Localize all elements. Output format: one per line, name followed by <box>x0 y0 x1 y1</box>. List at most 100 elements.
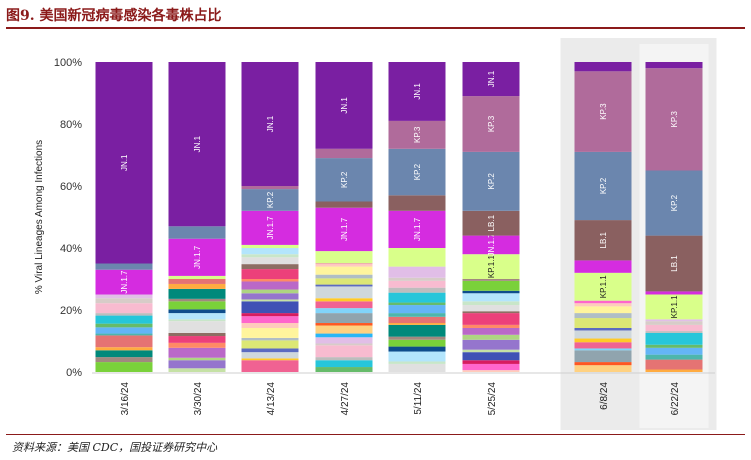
bar-segment-other <box>315 298 373 302</box>
segment-label: KP.2 <box>266 191 275 208</box>
segment-label: LB.1 <box>599 231 608 248</box>
bar-segment-other <box>168 336 226 343</box>
x-tick-label: 6/8/24 <box>599 382 610 410</box>
segment-label: JN.1 <box>340 97 349 114</box>
bar-segment-other <box>574 365 632 372</box>
bar-segment-other <box>315 308 373 314</box>
bar-segment-other <box>168 309 226 314</box>
bar-segment-other <box>462 327 520 335</box>
bar-segment-other <box>168 288 226 299</box>
bar-segment-other <box>462 324 520 328</box>
segment-label: JN.1 <box>266 115 275 132</box>
bar-segment-other <box>645 344 703 348</box>
bar-segment-other <box>574 330 632 339</box>
bar-segment-other <box>315 325 373 334</box>
bar-segment-other <box>241 316 299 324</box>
bar-segment-other <box>315 323 373 326</box>
bar-segment-other <box>241 257 299 265</box>
bar-segment-kp-3 <box>315 148 373 159</box>
bar-segment-other <box>241 299 299 302</box>
segment-label: LB.1 <box>670 255 679 272</box>
bar-segment-other <box>241 340 299 349</box>
segment-label: KP.1.1 <box>670 295 679 319</box>
bar-segment-other <box>462 349 520 353</box>
bar-segment-jn-1-7 <box>388 210 446 248</box>
bar-segment-other <box>95 357 153 363</box>
segment-label: JN.1 <box>193 135 202 152</box>
bar-segment-kp-3 <box>645 68 703 171</box>
bar-segment-jn-1-7 <box>168 238 226 276</box>
segment-label: JN.1 <box>413 83 422 100</box>
bar-segment-kp-1-1 <box>241 244 299 248</box>
y-axis-label: % Viral Lineages Among Infections <box>34 140 45 294</box>
bar-segment-other <box>168 319 226 322</box>
bar-segment-other <box>241 301 299 314</box>
bar-segment-lb-1 <box>574 220 632 261</box>
bar-segment-other <box>645 331 703 333</box>
bar-segment-other <box>168 332 226 337</box>
segment-label: KP.3 <box>413 126 422 143</box>
bar-segment-other <box>574 362 632 366</box>
bar-segment-other <box>241 348 299 353</box>
bar-segment-other <box>241 323 299 328</box>
bar-segment-other <box>168 279 226 284</box>
bar-segment-kp-3 <box>574 71 632 152</box>
bar-segment-other <box>95 294 153 299</box>
bar-segment-other <box>388 302 446 306</box>
bar-segment-other <box>95 335 153 348</box>
bar-segment-other <box>462 280 520 291</box>
bar-segment-other <box>241 279 299 282</box>
bar-segment-other <box>241 352 299 359</box>
bar-segment-other <box>462 293 520 302</box>
bar-segment-kp-3 <box>241 186 299 190</box>
segment-label: KP.1.1 <box>487 255 496 279</box>
bar-segment-other <box>95 315 153 324</box>
bar-segment-other <box>645 319 703 322</box>
bar-segment-other <box>388 316 446 324</box>
y-tick-label: 80% <box>60 119 82 131</box>
bar-segment-other <box>315 286 373 299</box>
bar-segment-other <box>574 350 632 363</box>
bar-segment-other <box>462 290 520 294</box>
source-rule <box>6 434 745 435</box>
bar-segment-other <box>241 313 299 317</box>
bar-segment-other <box>462 313 520 325</box>
bar-segment-lb-1 <box>388 195 446 211</box>
bar-segment-kp-2 <box>241 189 299 211</box>
y-tick-label: 20% <box>60 305 82 317</box>
x-tick-label: 4/27/24 <box>340 382 351 416</box>
bar-segment-other <box>645 354 703 360</box>
bar-segment-jn-1 <box>574 62 632 72</box>
x-tick-label: 5/25/24 <box>487 382 498 416</box>
bar-segment-kp-2 <box>574 151 632 221</box>
segment-label: KP.2 <box>670 194 679 211</box>
bar-segment-other <box>241 293 299 300</box>
bar-segment-kp-2 <box>168 226 226 239</box>
bar-segment-other <box>95 313 153 316</box>
bar-segment-other <box>462 339 520 350</box>
segment-label: JN.1.7 <box>193 245 202 269</box>
bar-segment-other <box>388 346 446 352</box>
bar-segment-other <box>241 327 299 338</box>
segment-label: KP.2 <box>487 173 496 190</box>
bar-segment-other <box>462 301 520 306</box>
bar-segment-other <box>95 350 153 358</box>
bar-segment-other <box>574 306 632 314</box>
bar-segment-kp-1-1 <box>574 272 632 301</box>
y-tick-label: 100% <box>54 57 82 69</box>
bar-segment-other <box>241 264 299 270</box>
bar-segment-other <box>388 351 446 362</box>
bar-segment-jn-1 <box>95 62 153 264</box>
bar-segment-other <box>95 333 153 336</box>
x-tick-label: 5/11/24 <box>413 382 424 415</box>
bar-segment-other <box>315 360 373 368</box>
bar-segment-kp-2 <box>95 263 153 270</box>
bar-segment-other <box>462 311 520 314</box>
segment-label: LB.1 <box>487 214 496 231</box>
x-tick-label: 3/30/24 <box>193 382 204 416</box>
bar-segment-other <box>315 313 373 324</box>
bar-segment-other <box>645 369 703 372</box>
source-note: 资料来源：美国 CDC，国投证券研究中心 <box>12 441 218 454</box>
bar-segment-other <box>574 313 632 319</box>
bar-segment-other <box>388 361 446 364</box>
